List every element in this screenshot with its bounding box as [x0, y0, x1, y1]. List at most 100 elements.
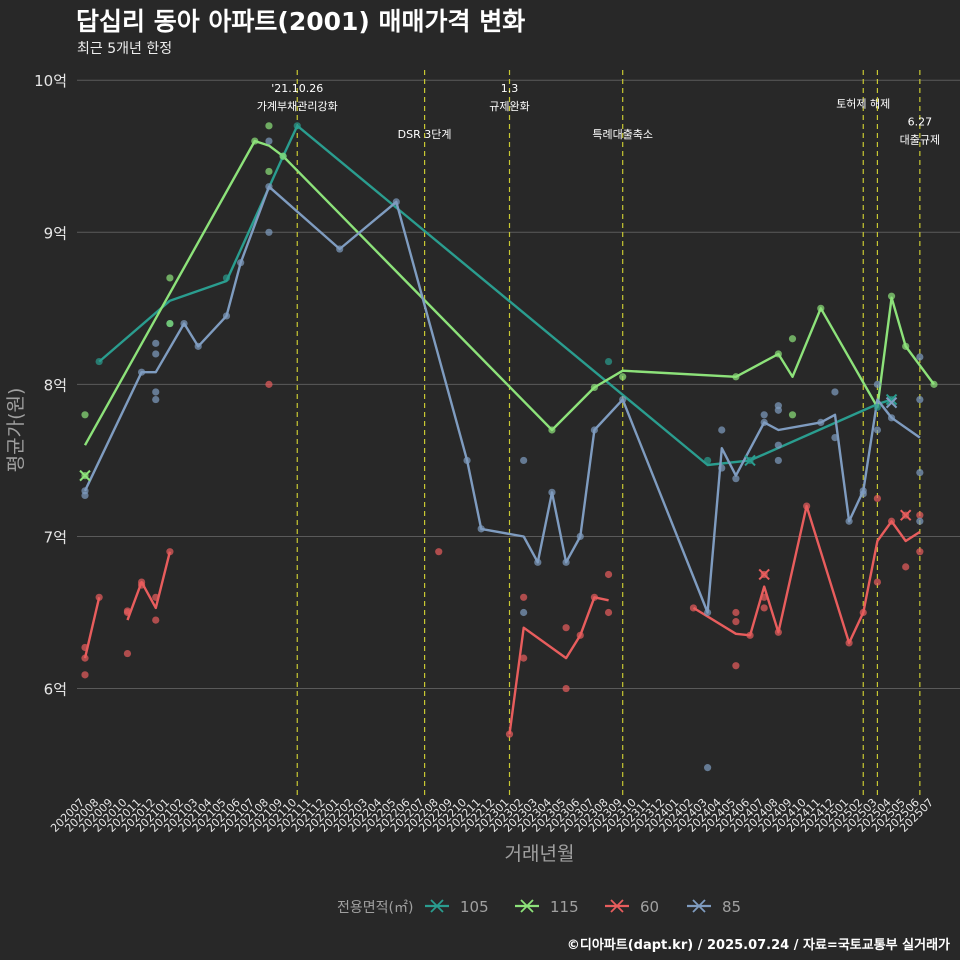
series-line-60: [508, 596, 609, 735]
legend-title: 전용면적(㎡): [337, 900, 413, 916]
data-point-60: [732, 618, 740, 626]
data-point-105: [222, 274, 231, 282]
data-point-85: [222, 312, 231, 320]
event-label: DSR 3단계: [398, 128, 452, 141]
data-point-60: [562, 684, 570, 693]
data-point-60: [95, 593, 103, 601]
data-point-60: [520, 654, 528, 662]
data-point-60: [435, 548, 443, 556]
data-point-85: [477, 525, 485, 533]
recent-marker-85: [885, 396, 898, 409]
data-point-60: [123, 649, 132, 658]
legend-marker-85: [692, 899, 706, 913]
series-line-60: [126, 551, 172, 621]
data-point-85: [718, 464, 726, 472]
legend-label-115: 115: [550, 898, 579, 916]
source-caption: ©디아파트(dapt.kr) / 2025.07.24 / 자료=국토교통부 실…: [566, 938, 950, 953]
data-point-115: [81, 411, 89, 419]
legend-label-105: 105: [460, 898, 489, 916]
data-point-85: [576, 532, 584, 541]
data-point-115: [279, 152, 287, 160]
y-axis-title: 평균가(원): [5, 388, 27, 473]
event-label: 특례대출축소: [592, 128, 653, 141]
data-point-85: [760, 418, 768, 426]
data-point-60: [873, 578, 882, 586]
data-point-85: [138, 368, 146, 376]
data-point-85: [265, 137, 273, 145]
data-point-115: [251, 137, 259, 145]
data-point-105: [95, 357, 103, 366]
x-axis-title: 거래년월: [505, 843, 575, 865]
event-label: '21.10.26: [271, 82, 323, 95]
y-tick-label: 9억: [44, 224, 67, 242]
data-point-85: [265, 228, 273, 236]
data-point-85: [916, 517, 924, 525]
data-point-60: [604, 570, 613, 579]
data-point-85: [873, 426, 882, 434]
data-point-115: [817, 304, 825, 312]
recent-marker-105: [744, 454, 756, 467]
y-tick-label: 8억: [44, 376, 67, 394]
data-point-115: [166, 319, 174, 328]
data-point-105: [704, 456, 712, 465]
data-point-60: [732, 662, 740, 670]
data-point-60: [873, 494, 882, 503]
data-point-85: [774, 406, 782, 414]
series-line-115: [83, 139, 935, 446]
data-point-115: [548, 426, 556, 434]
data-point-85: [562, 558, 570, 566]
data-point-60: [916, 548, 924, 556]
data-point-85: [774, 441, 782, 449]
data-point-115: [265, 122, 273, 130]
data-point-60: [803, 502, 811, 510]
data-point-60: [760, 593, 768, 601]
data-point-85: [194, 342, 202, 350]
data-point-60: [604, 608, 613, 617]
data-point-85: [392, 198, 400, 206]
data-point-60: [859, 608, 867, 617]
data-point-85: [831, 434, 839, 442]
data-point-60: [152, 593, 160, 601]
data-point-60: [576, 631, 584, 639]
event-label: 규제완화: [489, 100, 529, 113]
data-point-85: [887, 414, 896, 422]
data-point-85: [916, 353, 924, 361]
event-label: 1.3: [501, 82, 519, 95]
legend-marker-105: [430, 899, 444, 913]
data-point-60: [760, 604, 768, 612]
chart-title: 답십리 동아 아파트(2001) 매매가격 변화: [76, 7, 526, 36]
data-point-60: [138, 581, 146, 589]
data-point-60: [902, 563, 910, 571]
data-point-115: [732, 373, 740, 381]
data-point-115: [902, 342, 910, 350]
event-label: 토허제 해제: [836, 96, 890, 110]
data-point-115: [619, 373, 627, 381]
data-point-85: [534, 558, 542, 566]
data-point-60: [81, 643, 89, 652]
data-point-85: [237, 259, 245, 267]
data-point-85: [619, 395, 627, 404]
data-point-85: [152, 395, 160, 404]
data-point-85: [916, 395, 924, 404]
data-point-115: [590, 383, 599, 392]
legend-label-85: 85: [722, 898, 741, 916]
data-point-105: [604, 357, 613, 366]
data-point-85: [81, 491, 89, 499]
data-point-60: [123, 607, 132, 615]
event-label: 6.27: [908, 116, 933, 129]
data-point-60: [81, 654, 89, 662]
data-point-105: [873, 403, 882, 411]
data-point-115: [788, 335, 797, 343]
legend-marker-115: [520, 899, 534, 913]
data-point-85: [265, 183, 273, 191]
data-point-85: [152, 339, 160, 347]
data-point-85: [152, 350, 160, 358]
data-point-115: [788, 411, 797, 419]
data-point-60: [590, 593, 599, 601]
data-point-85: [336, 245, 344, 253]
recent-marker-60: [758, 568, 770, 581]
data-point-85: [845, 517, 853, 525]
data-point-60: [887, 517, 896, 525]
data-point-85: [873, 380, 882, 388]
